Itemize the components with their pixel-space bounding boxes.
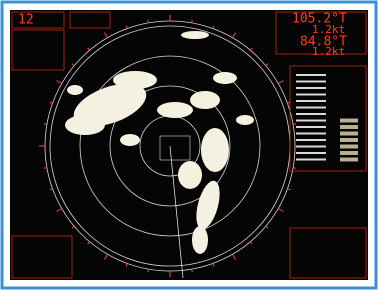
range-value: 12 (18, 13, 34, 28)
bearing-tick (148, 20, 149, 23)
menu-line (296, 146, 326, 148)
menu-swatch (340, 145, 358, 149)
menu-swatch (340, 132, 358, 136)
echo (113, 71, 157, 89)
echo (190, 91, 220, 109)
menu-line (296, 113, 326, 115)
bearing-tick (192, 269, 193, 272)
echo (201, 128, 229, 172)
speed-readout: 1.2kt (312, 45, 345, 58)
echo (213, 72, 237, 84)
echo (192, 226, 208, 254)
menu-line (296, 139, 326, 141)
bearing-tick (293, 168, 296, 169)
menu-line (296, 74, 326, 76)
menu-line (296, 133, 326, 135)
bearing-tick (293, 124, 296, 125)
bearing-tick (192, 20, 193, 23)
bearing-tick (44, 168, 47, 169)
echo (67, 85, 83, 95)
menu-swatch (340, 119, 358, 123)
menu-line (296, 100, 326, 102)
menu-line (296, 107, 326, 109)
menu-swatch (340, 138, 358, 142)
menu-line (296, 81, 326, 83)
bearing-tick (148, 269, 149, 272)
bearing-tick (44, 124, 47, 125)
echo (65, 115, 105, 135)
page: {"range": "12", "readouts": ["105.2°T", … (0, 0, 378, 290)
menu-line (296, 87, 326, 89)
echo (181, 31, 209, 39)
menu-swatch (340, 125, 358, 129)
menu-swatch (340, 158, 358, 162)
echo (236, 115, 254, 125)
echo (157, 102, 193, 118)
echo (120, 134, 140, 146)
menu-line (296, 94, 326, 96)
menu-line (296, 120, 326, 122)
radar-screenshot: 12 105.2°T 1.2kt 84.8°T 1.2kt (0, 0, 378, 290)
menu-line (296, 152, 326, 154)
menu-swatch (340, 151, 358, 155)
menu-line (296, 159, 326, 161)
echo (178, 161, 202, 189)
menu-line (296, 126, 326, 128)
